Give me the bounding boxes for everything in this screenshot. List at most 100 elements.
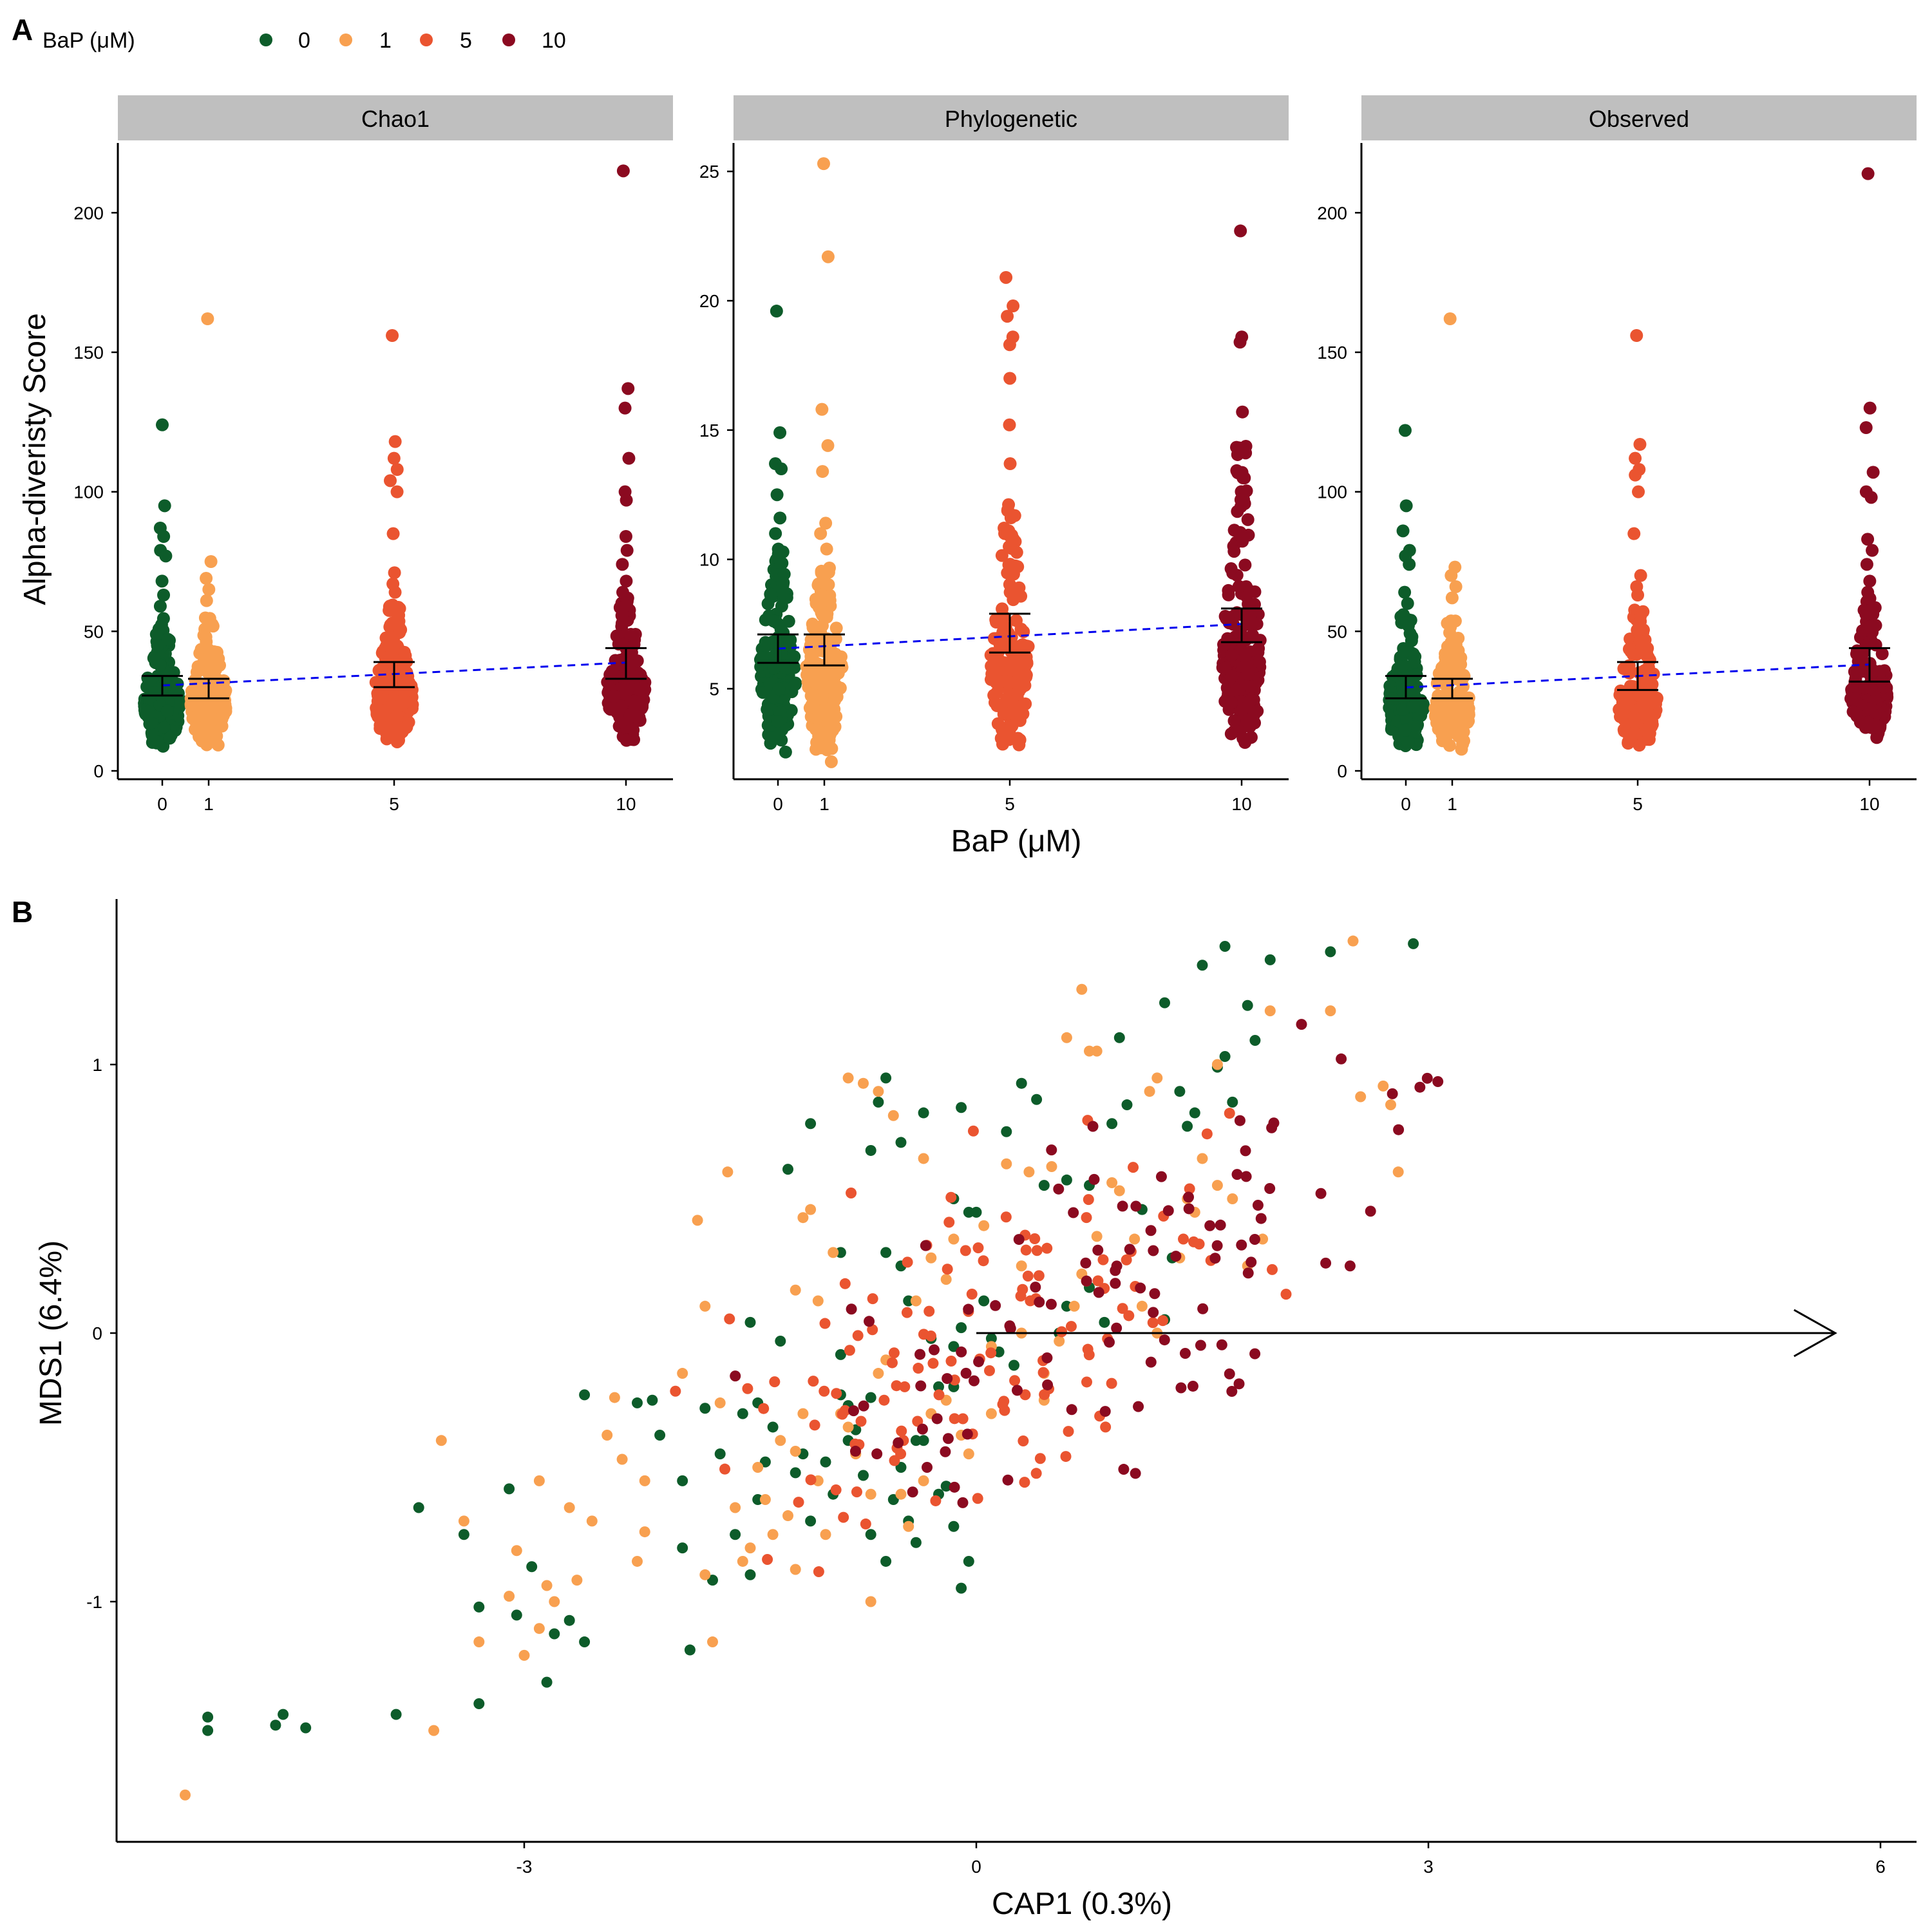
data-point — [1031, 1245, 1043, 1256]
legend-swatch-1 — [339, 33, 352, 46]
data-point — [400, 720, 413, 734]
data-point — [386, 640, 400, 654]
data-point — [1083, 1194, 1094, 1206]
data-point — [997, 1399, 1009, 1410]
data-point — [1242, 597, 1255, 611]
data-point — [809, 1419, 820, 1431]
data-point — [388, 674, 402, 687]
data-point — [1249, 1234, 1260, 1245]
data-point — [867, 1293, 878, 1305]
data-point — [1182, 1121, 1193, 1132]
data-point — [978, 1220, 990, 1231]
data-point — [1344, 1260, 1356, 1272]
data-point — [1629, 451, 1642, 465]
data-point — [814, 527, 828, 540]
data-point — [808, 1376, 819, 1387]
data-point — [772, 542, 785, 556]
data-point — [1155, 1171, 1167, 1182]
data-point — [844, 1345, 855, 1356]
data-point — [867, 1324, 878, 1336]
data-point — [849, 1445, 861, 1457]
data-point — [1630, 329, 1643, 342]
data-point — [1007, 299, 1020, 313]
legend-entry: 0 — [260, 28, 310, 53]
data-point — [1014, 639, 1027, 653]
data-point — [1003, 723, 1016, 737]
data-point — [533, 1623, 545, 1634]
data-point — [730, 1502, 741, 1513]
data-point — [842, 1072, 854, 1084]
panel-b-letter: B — [12, 895, 33, 929]
data-point — [764, 587, 777, 601]
data-point — [1162, 1205, 1174, 1217]
data-point — [835, 1349, 846, 1360]
data-point — [846, 1187, 857, 1198]
data-point — [784, 633, 797, 647]
data-point — [1204, 1220, 1216, 1231]
data-point — [858, 1077, 869, 1089]
data-point — [1863, 401, 1877, 415]
data-point — [549, 1628, 560, 1640]
data-point — [1264, 1183, 1276, 1195]
data-point — [996, 625, 1010, 639]
data-point — [940, 1274, 952, 1285]
y-tick-label: 100 — [73, 482, 104, 502]
facet-strip-phylogenetic — [734, 95, 1289, 140]
data-point — [1183, 1191, 1195, 1203]
data-point — [428, 1725, 440, 1736]
data-point — [1233, 336, 1247, 349]
data-point — [895, 1488, 907, 1500]
data-point — [1848, 665, 1861, 679]
data-point — [864, 1316, 875, 1327]
data-point — [1081, 1275, 1092, 1287]
data-point — [1019, 1389, 1031, 1401]
data-point — [1240, 1171, 1252, 1182]
data-point — [899, 1381, 911, 1392]
data-point — [1216, 1339, 1227, 1350]
data-point — [1179, 1348, 1191, 1359]
data-point — [1866, 466, 1880, 479]
data-point — [1054, 1336, 1065, 1347]
data-point — [564, 1502, 575, 1513]
data-point — [1061, 1174, 1072, 1186]
data-point — [1081, 1376, 1093, 1388]
data-point — [956, 1346, 967, 1358]
data-point — [1444, 569, 1458, 582]
data-point — [615, 609, 629, 622]
data-point — [1013, 1234, 1025, 1245]
data-point — [201, 312, 214, 325]
data-point — [1233, 607, 1247, 621]
facet-title-phylogenetic: Phylogenetic — [945, 106, 1077, 132]
data-point — [1068, 1207, 1079, 1218]
data-point — [1003, 372, 1017, 385]
data-point — [1398, 585, 1412, 599]
y-tick-label: 50 — [1327, 621, 1347, 641]
data-point — [1184, 1183, 1195, 1195]
data-point — [1855, 715, 1869, 729]
data-point — [724, 1313, 735, 1325]
data-point — [1255, 1213, 1267, 1224]
data-point — [1398, 424, 1412, 437]
data-point — [1224, 727, 1238, 741]
data-point — [1631, 589, 1645, 601]
data-point — [777, 576, 790, 589]
data-point — [1056, 1326, 1068, 1338]
data-point — [158, 499, 171, 513]
legend-label-5: 5 — [460, 28, 472, 53]
facet-title-chao1: Chao1 — [361, 106, 430, 132]
data-point — [1234, 1115, 1245, 1126]
facet-chao1: 0 50 100 150 200 0 1 5 10 — [73, 143, 673, 814]
data-point — [933, 1389, 945, 1401]
data-point — [1444, 696, 1457, 710]
data-point — [893, 1437, 904, 1448]
data-point — [198, 611, 212, 625]
data-point — [155, 418, 169, 431]
data-point — [620, 598, 634, 612]
data-point — [632, 1397, 643, 1408]
data-point — [1061, 1032, 1072, 1043]
facet-strip-observed — [1361, 95, 1917, 140]
data-point — [373, 692, 386, 706]
data-point — [1061, 1300, 1072, 1312]
data-point — [985, 1347, 997, 1359]
data-point — [1365, 1206, 1376, 1217]
